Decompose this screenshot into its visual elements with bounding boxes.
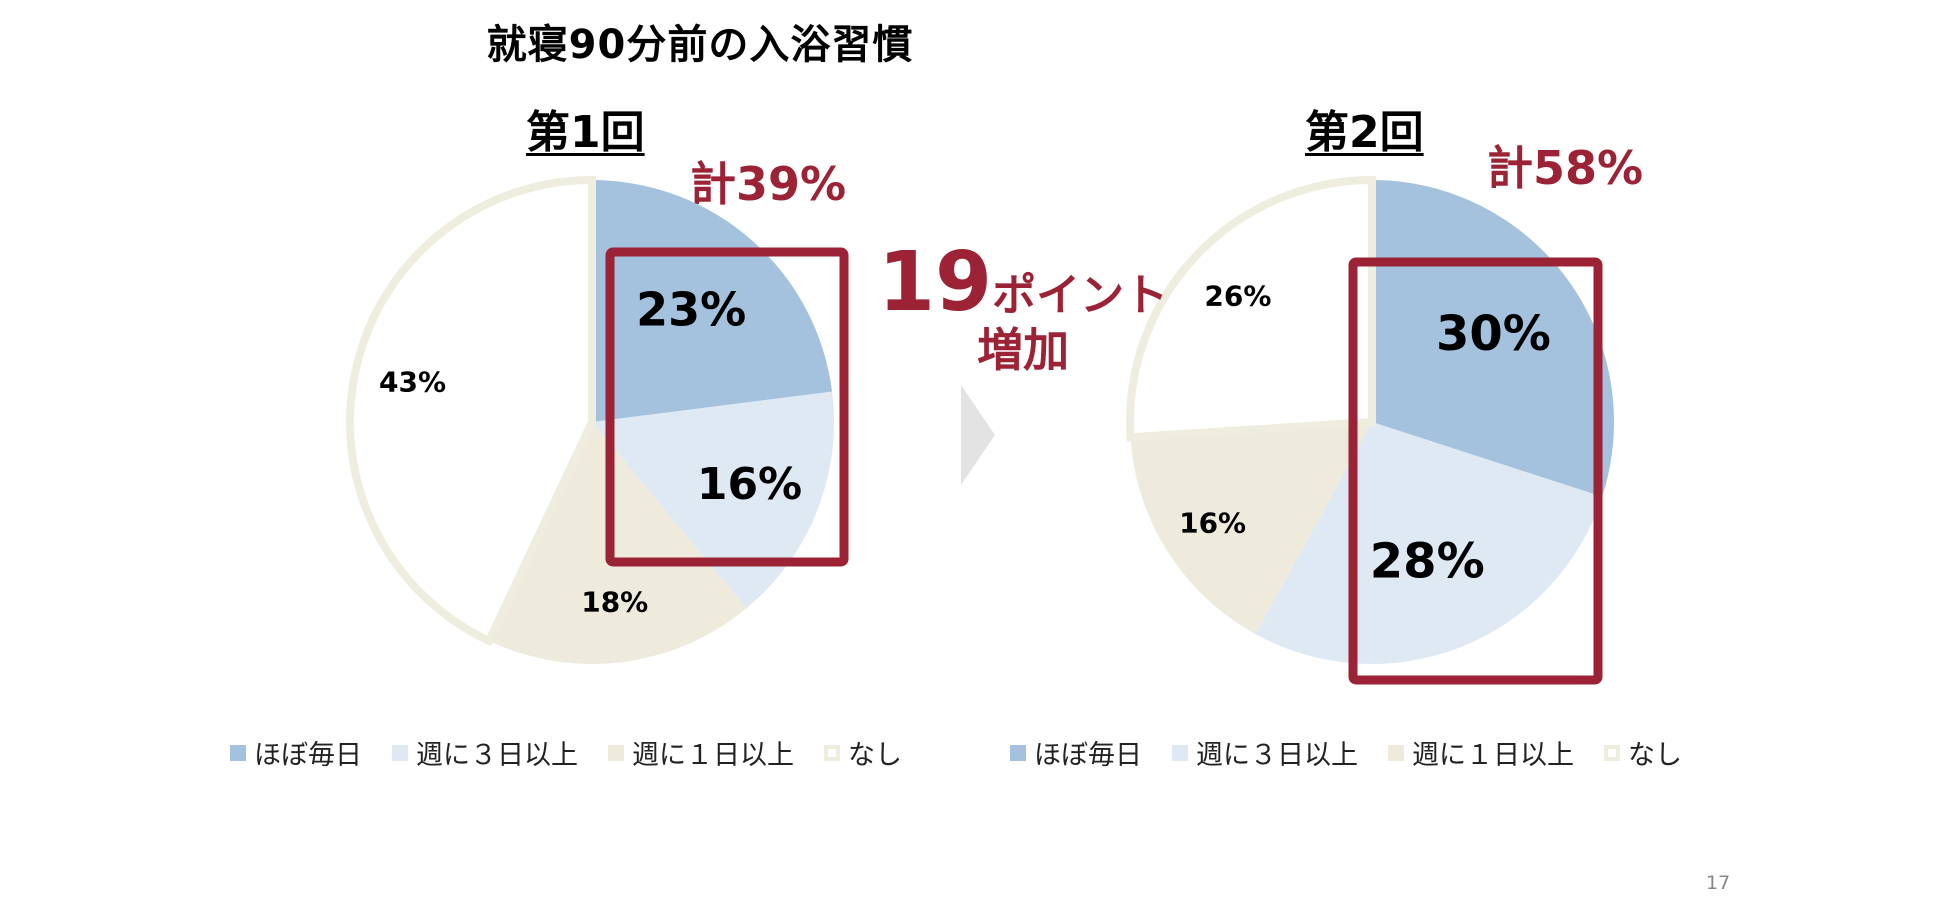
legend-label: 週に１日以上	[632, 740, 794, 771]
chart1-heading: 第1回	[526, 107, 645, 158]
pie-data-label: 16%	[1179, 507, 1246, 540]
swatch-one-day	[608, 744, 624, 761]
pie-slice-2	[1255, 422, 1603, 664]
swatch-almost-daily	[1010, 744, 1026, 761]
pie-data-label: 23%	[636, 282, 746, 336]
highlight-box	[1348, 257, 1603, 685]
legend-label: ほぼ毎日	[254, 740, 362, 771]
swatch-almost-daily	[230, 744, 246, 761]
legend-item: なし	[1604, 733, 1682, 772]
pie-slice-2	[592, 391, 834, 609]
page-number: 17	[1706, 872, 1731, 894]
legend-item: 週に１日以上	[1388, 733, 1574, 772]
pie-data-label: 30%	[1436, 306, 1551, 362]
page-title: 就寝90分前の入浴習慣	[486, 22, 914, 68]
pie-slice-1	[592, 180, 833, 422]
pie-data-label: 26%	[1204, 280, 1271, 313]
chart2-total-label: 計58%	[1487, 141, 1644, 195]
legend-item: なし	[824, 733, 902, 772]
increase-annotation: 19ポイント 増加	[878, 239, 1169, 378]
legend-item: ほぼ毎日	[230, 733, 362, 772]
legend-label: 週に３日以上	[1196, 740, 1358, 771]
increase-number: 19	[878, 235, 993, 330]
pie-chart-2: 30% 28% 16% 26%	[1126, 175, 1614, 685]
pie-slice-3	[1130, 422, 1372, 635]
legend-item: 週に３日以上	[392, 733, 578, 772]
legend-item: 週に１日以上	[608, 733, 794, 772]
pie-slice-4	[1126, 175, 1376, 442]
chart2-heading: 第2回	[1305, 107, 1424, 158]
pie-slice-3	[488, 422, 747, 664]
swatch-none	[824, 744, 840, 761]
legend-label: 週に３日以上	[416, 740, 578, 771]
increase-unit: ポイント	[992, 270, 1169, 321]
swatch-three-days	[392, 744, 408, 761]
legend-label: なし	[1628, 740, 1682, 771]
pie-data-label: 43%	[379, 365, 446, 398]
legend-1: ほぼ毎日 週に３日以上 週に１日以上 なし	[230, 733, 932, 772]
pie-chart-1: 23% 16% 18% 43%	[346, 175, 849, 664]
legend-label: なし	[848, 740, 902, 771]
pie-data-label: 28%	[1370, 534, 1485, 590]
highlight-box	[605, 247, 849, 567]
legend-label: ほぼ毎日	[1034, 740, 1142, 771]
increase-sub: 増加	[977, 323, 1070, 378]
pie-data-label: 16%	[697, 459, 802, 510]
chart1-total-label: 計39%	[690, 157, 847, 211]
pie-slice-4	[346, 175, 596, 647]
legend-2: ほぼ毎日 週に３日以上 週に１日以上 なし	[1010, 733, 1712, 772]
legend-item: ほぼ毎日	[1010, 733, 1142, 772]
swatch-three-days	[1172, 744, 1188, 761]
legend-label: 週に１日以上	[1412, 740, 1574, 771]
legend-item: 週に３日以上	[1172, 733, 1358, 772]
pie-data-label: 18%	[581, 586, 648, 619]
swatch-one-day	[1388, 744, 1404, 761]
swatch-none	[1604, 744, 1620, 761]
arrow-icon	[961, 385, 995, 485]
